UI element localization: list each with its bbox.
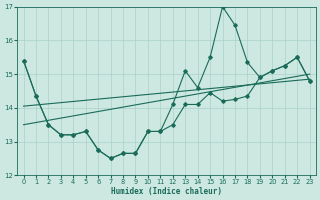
X-axis label: Humidex (Indice chaleur): Humidex (Indice chaleur) [111, 187, 222, 196]
